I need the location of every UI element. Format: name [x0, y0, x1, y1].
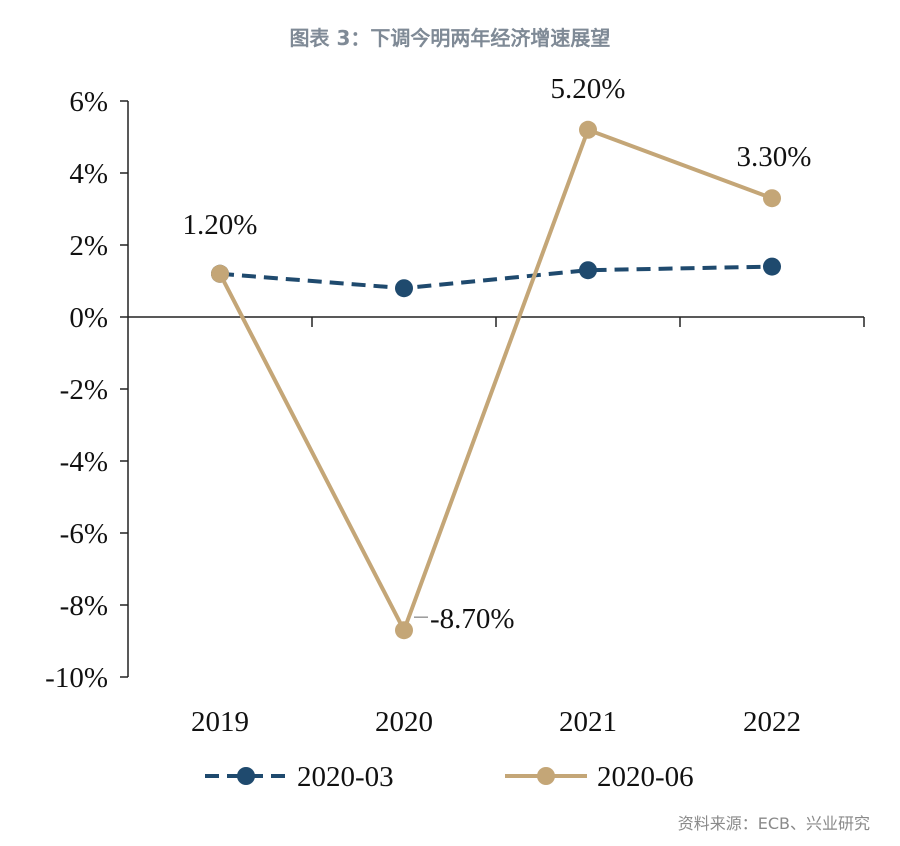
y-tick-label: 0%: [69, 302, 108, 334]
y-tick-label: -10%: [45, 662, 108, 694]
y-tick-label: -2%: [60, 374, 108, 406]
y-tick-label: -8%: [60, 590, 108, 622]
x-tick-label: 2019: [191, 706, 249, 738]
legend-label: 2020-06: [597, 761, 694, 793]
series-2020-03: 2020-03: [205, 257, 781, 793]
data-point: [763, 189, 781, 208]
series-2020-06: 1.20% -8.70% 5.20% 3.30% 2020-06: [183, 73, 812, 793]
series-line: [219, 264, 773, 291]
legend-label: 2020-03: [297, 761, 394, 793]
x-tick-label: 2020: [375, 706, 433, 738]
y-tick-label: 4%: [69, 158, 108, 190]
y-tick-label: 6%: [69, 86, 108, 118]
series-line: [218, 127, 773, 636]
data-label: -8.70%: [430, 603, 515, 635]
data-point: [395, 279, 413, 298]
legend-marker: [237, 767, 255, 785]
data-point: [579, 261, 597, 280]
data-label: 1.20%: [183, 209, 258, 241]
y-tick-label: -6%: [60, 518, 108, 550]
x-tick-label: 2022: [743, 706, 801, 738]
chart-title: 图表 3：下调今明两年经济增速展望: [289, 26, 611, 50]
source-note: 资料来源：ECB、兴业研究: [677, 814, 870, 833]
data-point: [579, 120, 597, 139]
x-tick-label: 2021: [559, 706, 617, 738]
y-tick-label: -4%: [60, 446, 108, 478]
legend-marker: [537, 767, 555, 785]
data-point: [763, 257, 781, 276]
data-point: [395, 621, 413, 640]
data-label: 5.20%: [551, 73, 626, 105]
y-tick-label: 2%: [69, 230, 108, 262]
data-point: [211, 264, 229, 283]
data-label: 3.30%: [737, 141, 812, 173]
